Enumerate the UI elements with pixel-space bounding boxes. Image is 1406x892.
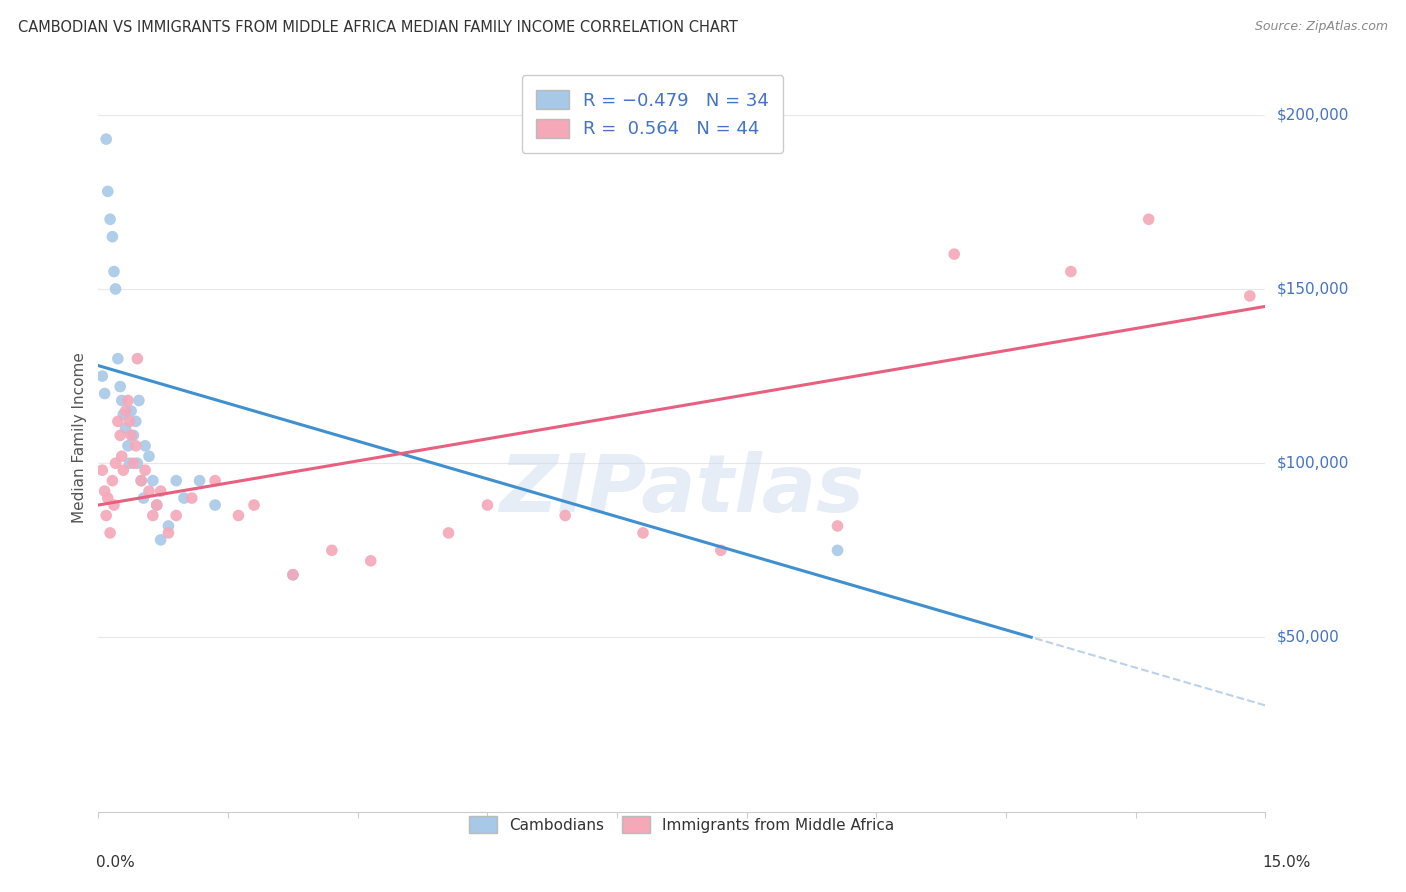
Point	[138, 484, 160, 499]
Point	[97, 491, 120, 505]
Text: $150,000: $150,000	[1277, 282, 1348, 296]
Point	[142, 474, 165, 488]
Point	[107, 414, 129, 428]
Point	[93, 386, 115, 401]
Point	[127, 456, 149, 470]
Point	[101, 474, 124, 488]
Text: $200,000: $200,000	[1277, 107, 1348, 122]
Point	[138, 449, 160, 463]
Point	[134, 439, 156, 453]
Point	[98, 525, 121, 540]
Point	[142, 508, 165, 523]
Point	[157, 525, 180, 540]
Point	[117, 439, 139, 453]
Point	[104, 282, 127, 296]
Point	[132, 491, 155, 505]
Point	[114, 404, 136, 418]
Point	[134, 463, 156, 477]
Point	[127, 351, 149, 366]
Point	[108, 428, 131, 442]
Point	[228, 508, 250, 523]
Point	[129, 474, 152, 488]
Point	[281, 567, 304, 582]
Point	[96, 508, 118, 523]
Point	[129, 474, 152, 488]
Y-axis label: Median Family Income: Median Family Income	[72, 351, 87, 523]
Point	[1137, 212, 1160, 227]
Point	[117, 393, 139, 408]
Point	[114, 421, 136, 435]
Text: $100,000: $100,000	[1277, 456, 1348, 471]
Point	[107, 351, 129, 366]
Point	[97, 185, 120, 199]
Point	[146, 498, 169, 512]
Point	[437, 525, 460, 540]
Text: $50,000: $50,000	[1277, 630, 1340, 645]
Point	[96, 132, 118, 146]
Point	[93, 484, 115, 499]
Point	[104, 456, 127, 470]
Point	[128, 393, 150, 408]
Point	[118, 414, 141, 428]
Point	[631, 525, 654, 540]
Point	[111, 449, 134, 463]
Text: 15.0%: 15.0%	[1263, 855, 1310, 870]
Point	[91, 463, 114, 477]
Point	[157, 519, 180, 533]
Point	[180, 491, 202, 505]
Text: ZIPatlas: ZIPatlas	[499, 450, 865, 529]
Point	[112, 408, 135, 422]
Point	[827, 543, 849, 558]
Legend: Cambodians, Immigrants from Middle Africa: Cambodians, Immigrants from Middle Afric…	[457, 805, 907, 846]
Point	[204, 474, 226, 488]
Point	[91, 369, 114, 384]
Point	[146, 498, 169, 512]
Point	[1060, 264, 1083, 278]
Point	[149, 533, 172, 547]
Point	[112, 463, 135, 477]
Point	[118, 456, 141, 470]
Point	[98, 212, 121, 227]
Point	[101, 229, 124, 244]
Point	[321, 543, 343, 558]
Point	[1239, 289, 1261, 303]
Point	[827, 519, 849, 533]
Point	[554, 508, 576, 523]
Point	[149, 484, 172, 499]
Point	[125, 439, 148, 453]
Point	[122, 428, 145, 442]
Point	[188, 474, 211, 488]
Point	[108, 379, 131, 393]
Point	[165, 474, 187, 488]
Point	[103, 264, 125, 278]
Point	[103, 498, 125, 512]
Point	[125, 414, 148, 428]
Point	[710, 543, 733, 558]
Point	[360, 554, 382, 568]
Text: CAMBODIAN VS IMMIGRANTS FROM MIDDLE AFRICA MEDIAN FAMILY INCOME CORRELATION CHAR: CAMBODIAN VS IMMIGRANTS FROM MIDDLE AFRI…	[18, 20, 738, 35]
Point	[204, 498, 226, 512]
Point	[111, 393, 134, 408]
Text: Source: ZipAtlas.com: Source: ZipAtlas.com	[1254, 20, 1388, 33]
Point	[477, 498, 499, 512]
Point	[173, 491, 195, 505]
Point	[120, 428, 142, 442]
Point	[120, 404, 142, 418]
Point	[165, 508, 187, 523]
Text: 0.0%: 0.0%	[96, 855, 135, 870]
Point	[243, 498, 266, 512]
Point	[281, 567, 304, 582]
Point	[122, 456, 145, 470]
Point	[943, 247, 966, 261]
